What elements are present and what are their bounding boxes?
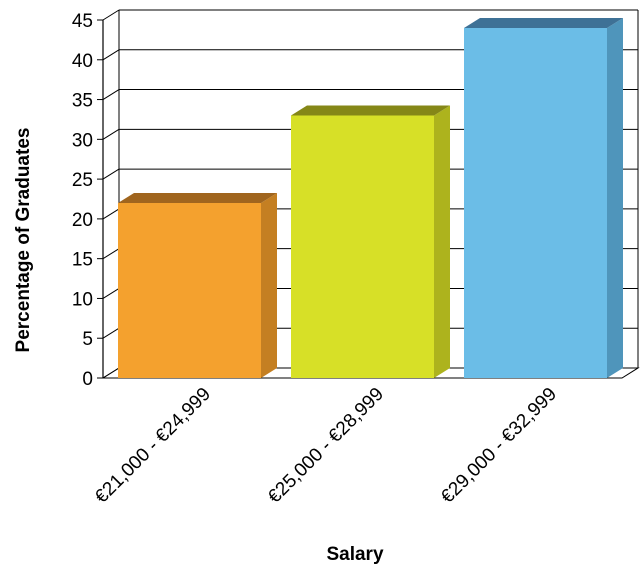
x-tick-label: €29,000 - €32,999 bbox=[437, 384, 561, 508]
grid-connector bbox=[102, 89, 120, 100]
y-tick-label: 40 bbox=[72, 51, 93, 72]
bars bbox=[118, 17, 623, 378]
grid-connector bbox=[102, 248, 120, 260]
grid-connector bbox=[102, 168, 120, 180]
x-tick-label: €21,000 - €24,999 bbox=[91, 384, 215, 508]
y-tick-label: 0 bbox=[82, 369, 93, 390]
bar-front bbox=[291, 115, 434, 378]
y-tick-label: 5 bbox=[82, 329, 93, 350]
y-tick-label: 25 bbox=[72, 170, 93, 191]
y-tick-label: 35 bbox=[72, 91, 93, 112]
x-tick-labels: €21,000 - €24,999 €25,000 - €28,999 €29,00… bbox=[91, 384, 561, 508]
y-tick-labels: 0 5 10 15 20 25 30 35 40 45 bbox=[72, 11, 93, 390]
bar-side bbox=[261, 192, 277, 378]
bar-top bbox=[291, 105, 450, 116]
bar bbox=[118, 192, 277, 378]
y-tick-label: 20 bbox=[72, 210, 93, 231]
x-tick-label: €25,000 - €28,999 bbox=[264, 384, 388, 508]
grid-connector bbox=[102, 49, 120, 61]
grid-connector bbox=[102, 327, 120, 339]
bar-front bbox=[118, 202, 261, 378]
grid-connector bbox=[102, 9, 120, 21]
bar-top bbox=[464, 17, 623, 28]
y-axis-title: Percentage of Graduates bbox=[13, 128, 34, 353]
bar-top bbox=[118, 192, 277, 203]
bar-front bbox=[464, 27, 607, 378]
floor-plane bbox=[101, 367, 640, 379]
grid-connector bbox=[102, 288, 120, 299]
bar-side bbox=[434, 105, 450, 378]
y-tick-label: 45 bbox=[72, 11, 93, 32]
grid-connector bbox=[102, 128, 120, 140]
bar-side bbox=[607, 17, 623, 378]
y-tick-label: 15 bbox=[72, 250, 93, 271]
y-tick-label: 30 bbox=[72, 130, 93, 151]
grid-connector bbox=[102, 208, 120, 220]
bar bbox=[291, 105, 450, 378]
y-tick-label: 10 bbox=[72, 289, 93, 310]
bar bbox=[464, 17, 623, 378]
x-axis-title: Salary bbox=[326, 544, 383, 565]
